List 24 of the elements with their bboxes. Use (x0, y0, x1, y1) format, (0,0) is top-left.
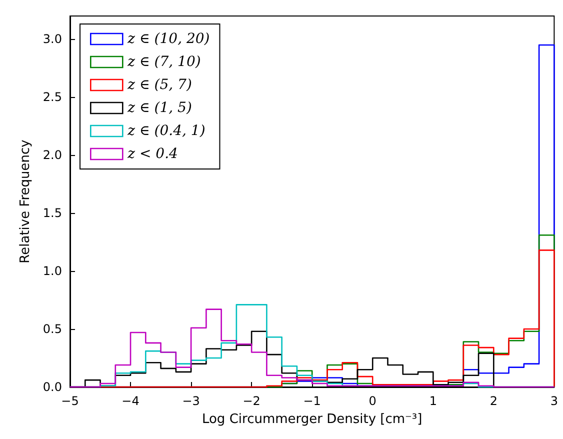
x-tick-label: −3 (182, 394, 200, 408)
y-tick-label: 2.5 (42, 90, 62, 104)
y-tick-label: 0.5 (42, 322, 62, 336)
x-tick-label: 1 (429, 394, 437, 408)
y-tick-label: 0.0 (42, 380, 62, 394)
x-tick-label: −4 (122, 394, 140, 408)
x-tick-label: 2 (490, 394, 498, 408)
legend-label: z < 0.4 (126, 146, 178, 162)
x-tick-label: −2 (242, 394, 260, 408)
x-tick-label: −1 (303, 394, 321, 408)
x-tick-label: −5 (61, 394, 79, 408)
legend-label: z ∈ (10, 20) (126, 31, 210, 47)
x-tick-label: 3 (550, 394, 558, 408)
y-tick-label: 3.0 (42, 32, 62, 46)
legend-label: z ∈ (0.4, 1) (126, 123, 206, 139)
y-tick-label: 1.5 (42, 206, 62, 220)
legend-label: z ∈ (7, 10) (126, 54, 201, 70)
y-axis-title: Relative Frequency (18, 139, 34, 264)
x-axis-title: Log Circummerger Density [cm⁻³] (202, 412, 422, 427)
x-tick-label: 0 (368, 394, 376, 408)
legend-label: z ∈ (5, 7) (126, 77, 192, 93)
y-tick-label: 1.0 (42, 264, 62, 278)
legend-label: z ∈ (1, 5) (126, 100, 192, 116)
y-tick-label: 2.0 (42, 148, 62, 162)
